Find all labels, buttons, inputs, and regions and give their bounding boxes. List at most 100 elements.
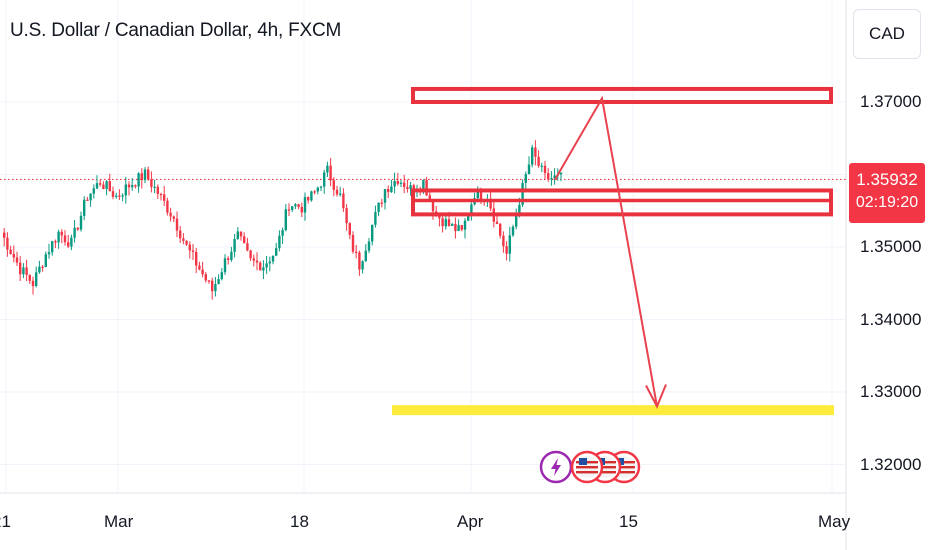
candle-body xyxy=(143,169,147,181)
candle-body xyxy=(12,253,15,258)
candle-body xyxy=(460,225,463,230)
candle-body xyxy=(438,214,441,219)
candle-body xyxy=(326,165,329,173)
candle-body xyxy=(191,250,195,252)
candle-body xyxy=(387,189,390,193)
candle-body xyxy=(364,250,367,262)
candle-body xyxy=(44,254,47,268)
candle-body xyxy=(223,258,227,273)
candle-body xyxy=(198,265,201,270)
candle-body xyxy=(307,197,310,201)
candle-body xyxy=(63,235,67,243)
candle-body xyxy=(79,215,83,230)
candle-body xyxy=(463,220,467,230)
y-tick-label: 1.35000 xyxy=(860,237,922,256)
candle-body xyxy=(207,280,211,282)
candle-body xyxy=(83,199,86,216)
candle-body xyxy=(147,169,150,180)
candle-body xyxy=(431,199,435,212)
candle-body xyxy=(399,182,403,184)
candle-body xyxy=(236,231,239,239)
candle-body xyxy=(185,240,188,245)
candle-body xyxy=(179,230,182,239)
candle-body xyxy=(447,219,451,226)
candle-body xyxy=(406,187,409,189)
candle-body xyxy=(489,200,492,209)
candle-body xyxy=(175,218,179,231)
candle-body xyxy=(380,202,383,204)
candle-body xyxy=(422,180,425,191)
currency-button[interactable]: CAD xyxy=(853,9,921,59)
candle-body xyxy=(95,183,99,189)
candle-body xyxy=(9,249,12,254)
arrowhead xyxy=(645,384,667,409)
candle-body xyxy=(553,175,556,179)
candle-body xyxy=(355,251,358,253)
candle-body xyxy=(294,204,297,207)
candle-body xyxy=(140,173,143,181)
candle-body xyxy=(531,147,534,165)
us-flag-event-icon[interactable] xyxy=(570,450,604,484)
candle-body xyxy=(230,251,233,260)
candle-body xyxy=(255,260,259,263)
candle-body xyxy=(25,267,28,275)
candle-body xyxy=(246,243,249,251)
candle-body xyxy=(102,184,105,189)
candle-body xyxy=(188,244,191,251)
candle-body xyxy=(390,186,393,193)
candle-body xyxy=(428,195,431,200)
candle-body xyxy=(454,223,457,231)
candle-body xyxy=(518,204,521,215)
candle-body xyxy=(6,237,9,250)
candle-body xyxy=(358,252,361,270)
candle-body xyxy=(70,237,73,247)
candle-body xyxy=(374,211,377,225)
candle-body xyxy=(342,193,345,209)
candle-body xyxy=(441,218,444,227)
x-tick-label: Apr xyxy=(457,512,484,531)
economic-events xyxy=(539,450,641,484)
candle-body xyxy=(316,187,319,192)
candle-body xyxy=(233,238,236,252)
candle-body xyxy=(329,165,332,181)
candle-body xyxy=(259,262,262,271)
candle-body xyxy=(28,274,31,281)
candle-body xyxy=(111,191,115,197)
candle-body xyxy=(131,185,134,188)
candle-body xyxy=(470,204,473,216)
y-tick-label: 1.37000 xyxy=(860,92,922,111)
candle-body xyxy=(169,212,172,217)
candle-body xyxy=(537,156,540,166)
candle-body xyxy=(89,193,92,201)
candle-body xyxy=(201,269,204,275)
candle-body xyxy=(108,181,111,192)
candle-body xyxy=(239,231,243,237)
candle-body xyxy=(159,193,163,196)
candle-body xyxy=(67,242,70,247)
candle-body xyxy=(300,206,303,213)
candle-body xyxy=(371,224,374,242)
candle-body xyxy=(31,280,35,287)
target-level-band xyxy=(392,405,834,416)
y-tick-label: 1.34000 xyxy=(860,309,922,329)
candle-body xyxy=(22,267,25,275)
candle-body xyxy=(361,261,364,270)
x-tick-label: 15 xyxy=(619,512,638,531)
candle-body xyxy=(220,272,223,280)
x-tick-label: Mar xyxy=(104,512,134,531)
candle-body xyxy=(287,209,291,211)
projection-arrow xyxy=(554,95,658,407)
candle-body xyxy=(211,280,214,292)
candle-body xyxy=(127,184,131,188)
candle-body xyxy=(15,257,19,263)
candle-body xyxy=(227,258,230,260)
candle-body xyxy=(297,204,300,207)
candle-body xyxy=(51,241,54,253)
candle-body xyxy=(527,164,531,175)
candle-body xyxy=(54,241,57,243)
chart-grid xyxy=(0,0,846,493)
candle-body xyxy=(284,209,287,231)
lightning-icon[interactable] xyxy=(539,450,573,484)
candle-body xyxy=(115,195,118,197)
